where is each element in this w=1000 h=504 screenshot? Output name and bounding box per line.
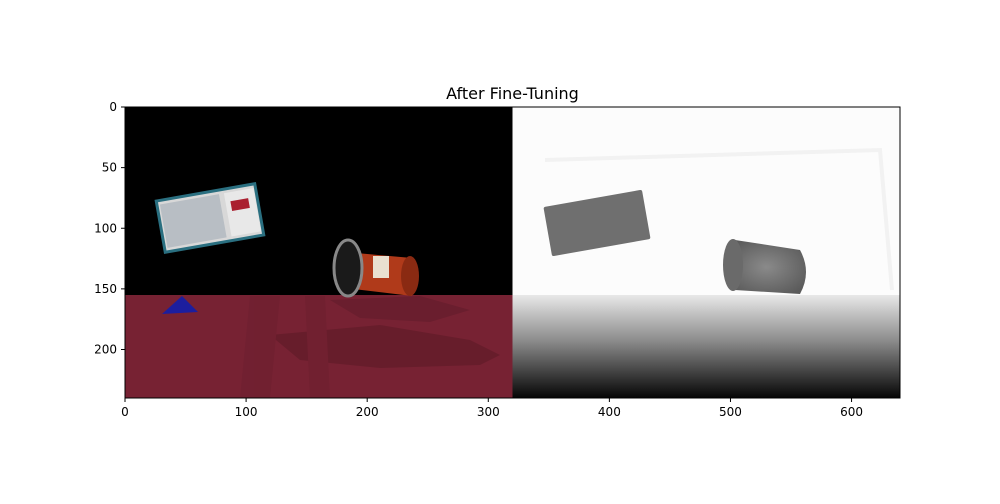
shadow-stripe bbox=[240, 296, 280, 398]
table-shadows bbox=[240, 296, 500, 398]
segmentation-panel bbox=[125, 107, 513, 398]
blue-object bbox=[162, 296, 198, 314]
floor-depth bbox=[512, 295, 900, 398]
chart-title: After Fine-Tuning bbox=[446, 84, 579, 103]
depth-faint-edge bbox=[544, 147, 894, 291]
axes-frame bbox=[124, 106, 901, 399]
x-tick-label: 500 bbox=[719, 405, 742, 419]
depth-panel bbox=[512, 107, 900, 398]
x-tick-label: 100 bbox=[235, 405, 258, 419]
x-tick-label: 300 bbox=[477, 405, 500, 419]
y-tick-label: 100 bbox=[94, 221, 117, 235]
x-tick-label: 0 bbox=[121, 405, 129, 419]
x-axis: 0 100 200 300 400 500 600 bbox=[121, 398, 863, 419]
right-background bbox=[512, 107, 900, 295]
shadow-stripe-2 bbox=[305, 296, 330, 398]
y-tick-label: 200 bbox=[94, 343, 117, 357]
y-tick-label: 0 bbox=[109, 100, 117, 114]
cereal-box-object bbox=[154, 181, 266, 255]
x-tick-label: 600 bbox=[840, 405, 863, 419]
y-tick-label: 50 bbox=[102, 161, 117, 175]
shadow-can bbox=[270, 325, 500, 368]
x-tick-label: 200 bbox=[356, 405, 379, 419]
y-axis: 0 50 100 150 200 bbox=[94, 100, 125, 357]
x-tick-label: 400 bbox=[598, 405, 621, 419]
box-depth bbox=[543, 190, 651, 256]
shadow-box bbox=[330, 296, 470, 322]
y-tick-label: 150 bbox=[94, 282, 117, 296]
coffee-can-object bbox=[332, 238, 419, 298]
can-depth bbox=[723, 239, 806, 294]
